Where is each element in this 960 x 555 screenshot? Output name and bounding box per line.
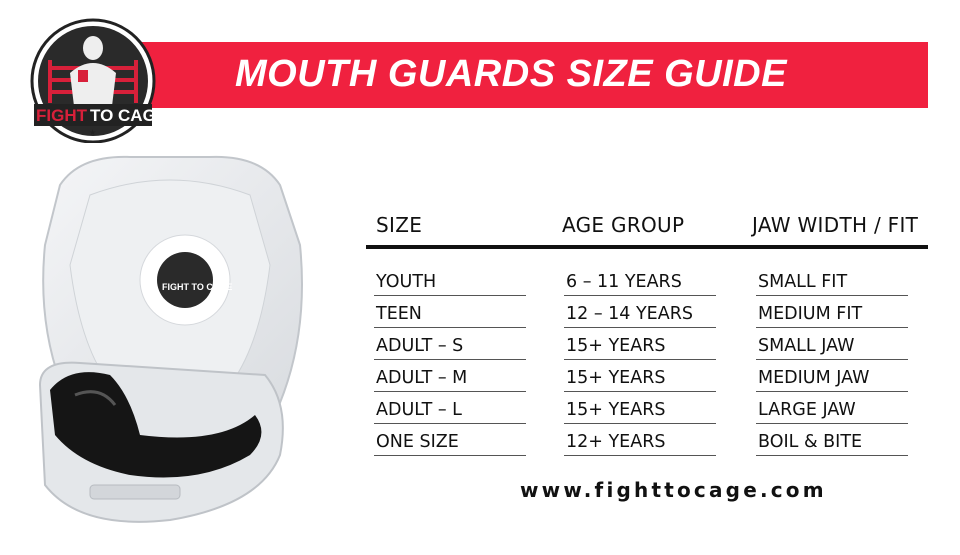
age-cell: 6 – 11 YEARS: [564, 270, 716, 296]
column-header-age-group: AGE GROUP: [562, 213, 685, 237]
size-cell: ADULT – M: [374, 366, 526, 392]
size-cell: ADULT – S: [374, 334, 526, 360]
fit-cell: SMALL JAW: [756, 334, 908, 360]
age-cell: 15+ YEARS: [564, 398, 716, 424]
age-cell: 12 – 14 YEARS: [564, 302, 716, 328]
fit-cell: BOIL & BITE: [756, 430, 908, 456]
fit-cell: SMALL FIT: [756, 270, 908, 296]
svg-text:★: ★: [89, 128, 96, 137]
size-cell: TEEN: [374, 302, 526, 328]
header-divider: [366, 245, 928, 249]
column-header-jaw-width: JAW WIDTH / FIT: [752, 213, 919, 237]
svg-text:TO CAGE: TO CAGE: [90, 106, 158, 125]
size-cell: YOUTH: [374, 270, 526, 296]
website-url: www.fighttocage.com: [520, 478, 827, 502]
fit-cell: MEDIUM JAW: [756, 366, 908, 392]
title-banner: MOUTH GUARDS SIZE GUIDE: [135, 42, 928, 108]
fit-cell: MEDIUM FIT: [756, 302, 908, 328]
fit-cell: LARGE JAW: [756, 398, 908, 424]
size-cell: ONE SIZE: [374, 430, 526, 456]
page-title: MOUTH GUARDS SIZE GUIDE: [235, 53, 787, 95]
fight-to-cage-logo: FIGHT TO CAGE ★: [30, 18, 158, 143]
size-cell: ADULT – L: [374, 398, 526, 424]
svg-text:FIGHT: FIGHT: [36, 106, 88, 125]
age-cell: 12+ YEARS: [564, 430, 716, 456]
mouthguard-case-image: FIGHT TO CAGE: [38, 155, 303, 523]
column-header-size: SIZE: [376, 213, 423, 237]
age-cell: 15+ YEARS: [564, 334, 716, 360]
age-cell: 15+ YEARS: [564, 366, 716, 392]
svg-text:FIGHT TO CAGE: FIGHT TO CAGE: [162, 282, 232, 292]
